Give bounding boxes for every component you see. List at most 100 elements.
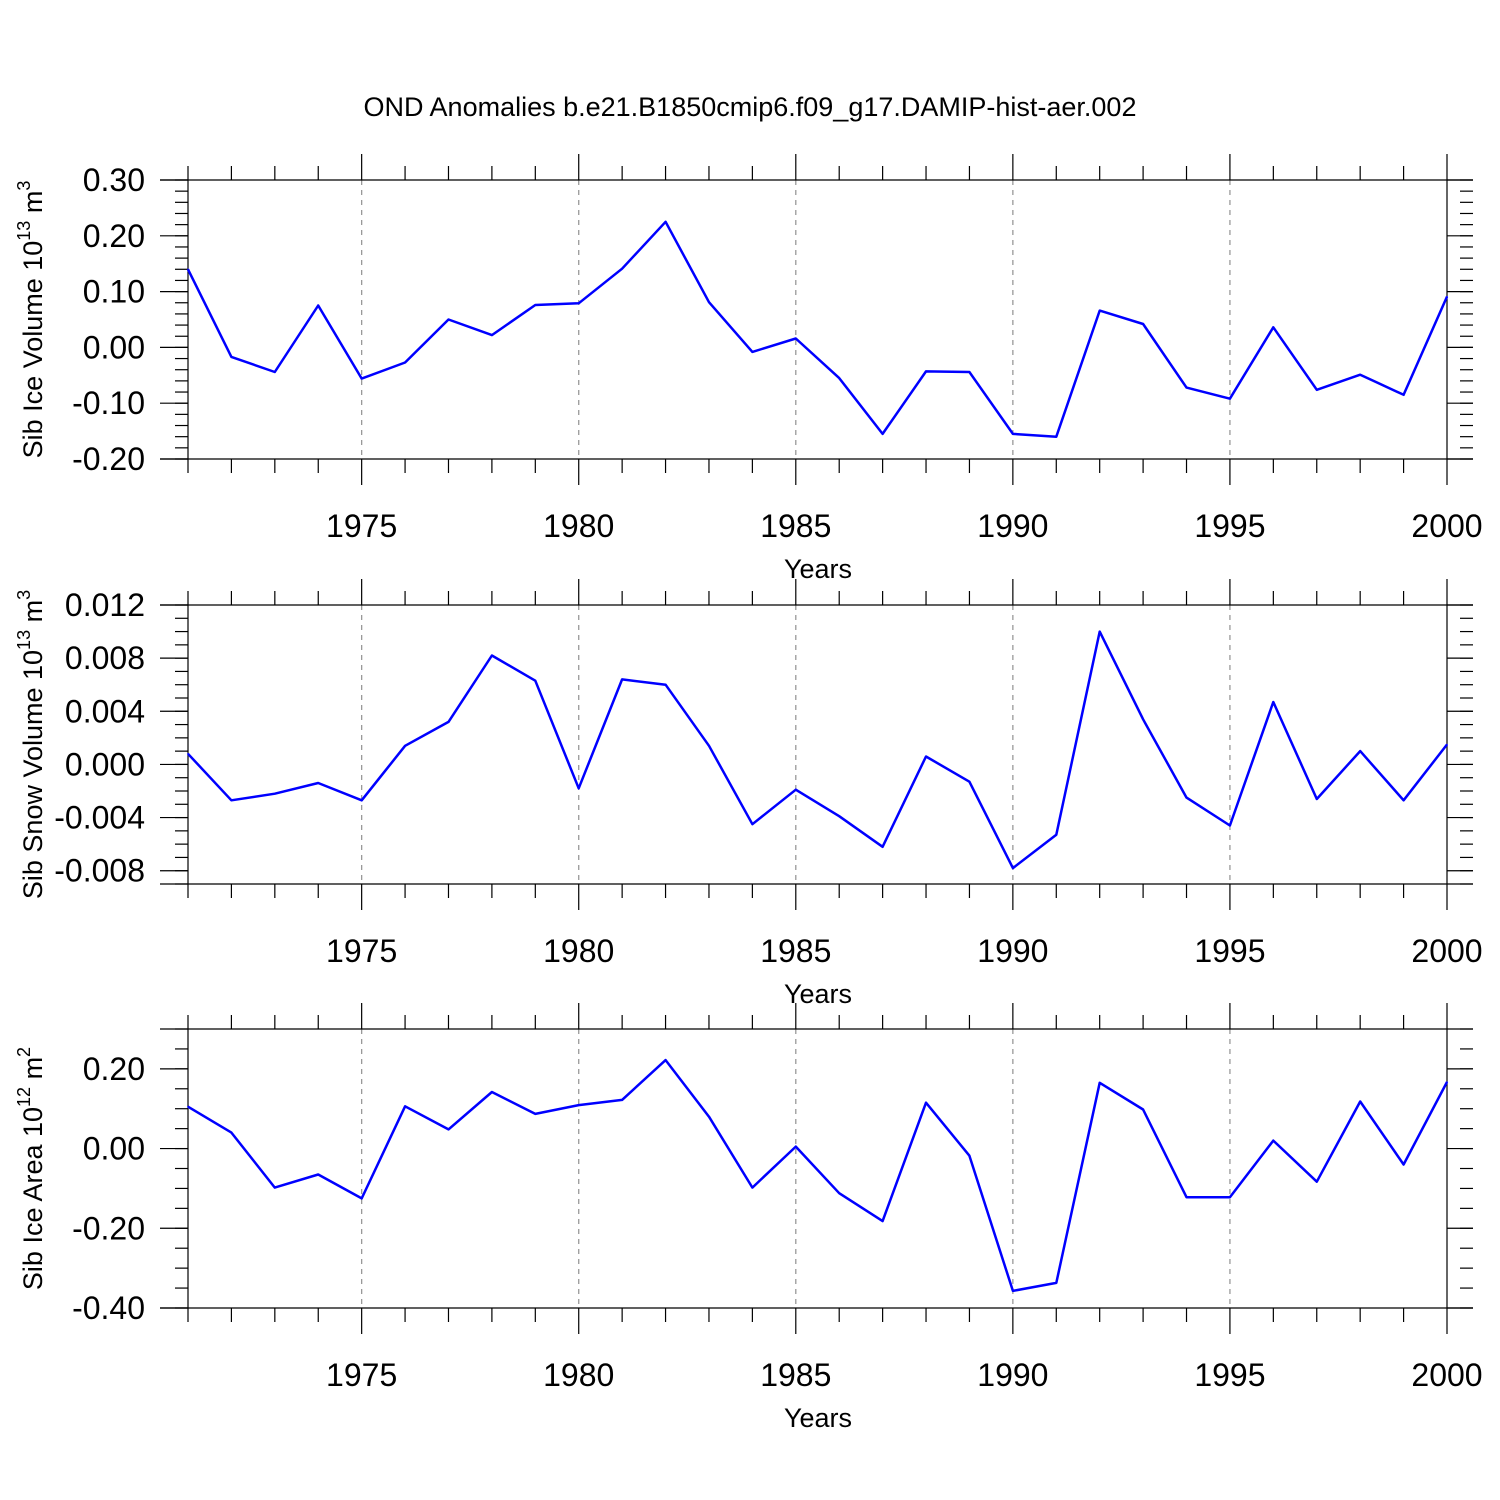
data-point	[317, 782, 320, 784]
data-point	[968, 780, 971, 783]
data-point	[274, 792, 276, 795]
x-tick-label: 1990	[977, 1357, 1048, 1393]
data-point	[1315, 798, 1318, 800]
data-point	[534, 304, 537, 306]
x-tick-label: 1985	[760, 933, 831, 969]
data-point	[1272, 701, 1275, 703]
data-point	[1185, 386, 1188, 389]
data-point	[838, 815, 841, 818]
data-point	[491, 334, 493, 336]
data-point	[1315, 389, 1318, 391]
y-label-text: Sib Ice Volume 10	[18, 241, 48, 459]
y-tick-label: -0.20	[72, 1210, 145, 1246]
data-point	[1315, 1180, 1318, 1183]
x-tick-label: 1980	[543, 508, 614, 544]
data-point	[1272, 1139, 1275, 1142]
data-point	[447, 318, 450, 321]
y-tick-label: -0.004	[54, 800, 145, 836]
data-point	[317, 1173, 320, 1176]
x-tick-label: 1995	[1194, 508, 1265, 544]
chart-title: OND Anomalies b.e21.B1850cmip6.f09_g17.D…	[364, 92, 1137, 122]
data-point	[1142, 1108, 1144, 1111]
y-label-text: m	[18, 1057, 48, 1087]
data-point	[1012, 433, 1014, 435]
y-tick-label: 0.00	[83, 329, 145, 365]
y-label-text: m	[18, 191, 48, 221]
x-tick-label: 1985	[760, 1357, 831, 1393]
y-label-text: Sib Ice Area 10	[18, 1107, 48, 1290]
y-axis-label: Sib Snow Volume 1013 m3	[14, 590, 48, 899]
data-point	[230, 356, 233, 358]
x-tick-label: 1980	[543, 933, 614, 969]
x-tick-label: 1990	[977, 933, 1048, 969]
data-point	[751, 823, 754, 826]
data-point	[708, 301, 710, 304]
x-tick-label: 2000	[1411, 933, 1482, 969]
x-axis-label: Years	[784, 554, 852, 584]
data-point	[187, 1105, 189, 1108]
data-point	[794, 337, 797, 340]
data-point	[1055, 435, 1058, 438]
data-point	[577, 302, 580, 305]
y-tick-label: 0.30	[83, 162, 145, 198]
x-tick-label: 1985	[760, 508, 831, 544]
panel-3: -0.40 -0.20 0.00 0.20 1975 1980 1985 1990 1995 20…	[14, 1003, 1483, 1433]
y-label-superscript: 13	[14, 630, 34, 650]
data-point	[751, 351, 754, 353]
x-tick-label: 1975	[326, 933, 397, 969]
data-point	[1142, 323, 1144, 325]
data-point	[838, 377, 841, 379]
data-point	[1359, 1100, 1361, 1103]
data-point	[1359, 373, 1361, 376]
data-point	[925, 1101, 927, 1104]
data-point	[708, 745, 710, 747]
y-axis-label: Sib Ice Area 1012 m2	[14, 1047, 48, 1290]
data-point	[968, 1154, 971, 1157]
data-point	[1402, 394, 1405, 396]
y-label-superscript: 12	[14, 1087, 34, 1107]
data-point	[708, 1115, 710, 1118]
y-tick-label: 0.20	[83, 218, 145, 254]
y-tick-label: 0.012	[65, 587, 145, 623]
y-tick-label: -0.20	[72, 441, 145, 477]
data-point	[1012, 1290, 1014, 1292]
data-point	[1446, 295, 1448, 298]
data-point	[491, 1091, 493, 1093]
x-tick-label: 1975	[326, 508, 397, 544]
data-point	[404, 1105, 406, 1108]
x-tick-label: 1990	[977, 508, 1048, 544]
data-point	[881, 433, 884, 435]
data-point	[1185, 1196, 1188, 1198]
data-point	[360, 799, 363, 802]
y-tick-label: 0.00	[83, 1131, 145, 1167]
data-point	[447, 1128, 450, 1131]
panel-2: -0.008 -0.004 0.000 0.004 0.008 0.012 1975 1980…	[14, 579, 1483, 1009]
data-point	[404, 361, 406, 364]
x-axis-label: Years	[784, 979, 852, 1009]
data-point	[1402, 1163, 1405, 1166]
data-point	[1359, 750, 1361, 752]
data-point	[404, 745, 406, 747]
y-tick-label: 0.008	[65, 640, 145, 676]
data-point	[1229, 1196, 1231, 1198]
y-tick-label: -0.008	[54, 853, 145, 889]
series-line	[186, 220, 1449, 438]
y-tick-label: 0.10	[83, 274, 145, 310]
x-tick-label: 1975	[326, 1357, 397, 1393]
data-point	[621, 678, 623, 681]
data-point	[881, 1220, 884, 1222]
data-point	[187, 268, 189, 271]
data-point	[1446, 1081, 1448, 1083]
y-tick-label: 0.004	[65, 693, 145, 729]
data-point	[274, 371, 276, 373]
data-point	[230, 1131, 233, 1134]
data-point	[621, 267, 623, 270]
data-point	[577, 1104, 580, 1106]
data-point	[1272, 326, 1275, 329]
data-point	[925, 755, 927, 758]
data-point	[1098, 309, 1101, 312]
data-point	[1402, 799, 1405, 802]
data-point	[360, 1197, 363, 1200]
data-point	[968, 371, 971, 373]
